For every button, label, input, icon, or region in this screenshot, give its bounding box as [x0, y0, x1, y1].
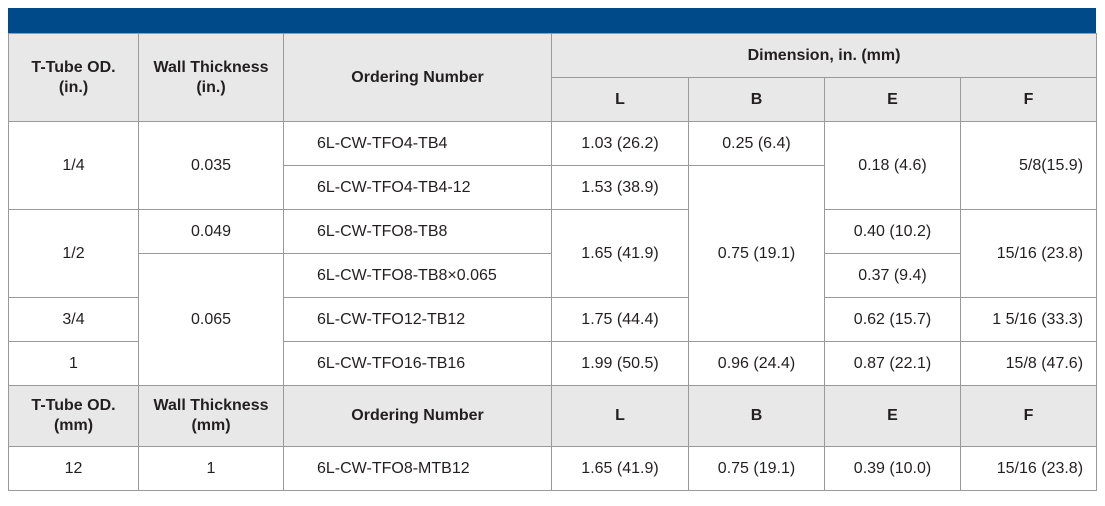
- header-cell: E: [824, 77, 961, 122]
- header-cell: L: [551, 385, 689, 447]
- cell: 0.25 (6.4): [688, 121, 825, 166]
- cell: 0.37 (9.4): [824, 253, 961, 298]
- cell: 1.99 (50.5): [551, 341, 689, 386]
- header-text: Wall Thickness: [153, 397, 269, 414]
- header-cell: Dimension, in. (mm): [550, 33, 1098, 78]
- cell: 15/16 (23.8): [959, 446, 1098, 491]
- cell: 0.75 (19.1): [688, 446, 825, 491]
- cell: 6L-CW-TFO12-TB12: [283, 297, 552, 342]
- cell: 6L-CW-TFO8-TB8: [283, 209, 552, 254]
- header-cell: B: [688, 385, 825, 447]
- header-cell: F: [959, 385, 1098, 447]
- cell: 1.75 (44.4): [551, 297, 689, 342]
- cell: 0.065: [138, 253, 284, 386]
- cell: 6L-CW-TFO4-TB4-12: [283, 165, 552, 210]
- header-cell: F: [959, 77, 1098, 122]
- cell: 0.40 (10.2): [824, 209, 961, 254]
- spec-table: T-Tube OD. (in.) Wall Thickness (in.) Orde…: [8, 33, 1098, 491]
- cell: 1/2: [8, 209, 139, 298]
- cell: 1: [8, 341, 139, 386]
- cell: 6L-CW-TFO16-TB16: [283, 341, 552, 386]
- header-text: (mm): [191, 417, 231, 434]
- header-cell: Ordering Number: [283, 385, 552, 447]
- header-cell: E: [824, 385, 961, 447]
- cell: 15/8 (47.6): [959, 341, 1098, 386]
- header-cell: Wall Thickness (mm): [138, 385, 284, 447]
- header-cell: Wall Thickness (in.): [138, 33, 284, 122]
- cell: 1/4: [8, 121, 139, 210]
- header-text: (in.): [196, 78, 226, 96]
- header-text: Wall Thickness: [153, 58, 269, 76]
- header-cell: Ordering Number: [283, 33, 552, 122]
- header-cell: L: [551, 77, 689, 122]
- cell: 1 5/16 (33.3): [959, 297, 1098, 342]
- cell: 1.03 (26.2): [551, 121, 689, 166]
- cell: 5/8(15.9): [959, 121, 1098, 210]
- cell: 6L-CW-TFO8-TB8×0.065: [283, 253, 552, 298]
- header-text: T-Tube OD.: [31, 397, 116, 414]
- cell: 6L-CW-TFO8-MTB12: [283, 446, 552, 491]
- cell: 0.87 (22.1): [824, 341, 961, 386]
- cell: 3/4: [8, 297, 139, 342]
- cell: 0.75 (19.1): [688, 165, 825, 342]
- cell: 1.53 (38.9): [551, 165, 689, 210]
- cell: 15/16 (23.8): [959, 209, 1098, 298]
- header-text: T-Tube OD.: [31, 58, 116, 76]
- header-text: (in.): [58, 78, 89, 96]
- header-cell: B: [688, 77, 825, 122]
- header-text: (mm): [53, 417, 94, 434]
- header-cell: T-Tube OD. (in.): [8, 33, 139, 122]
- header-bar: [8, 8, 1096, 33]
- cell: 0.049: [138, 209, 284, 254]
- cell: 0.96 (24.4): [688, 341, 825, 386]
- cell: 12: [8, 446, 139, 491]
- cell: 0.035: [138, 121, 284, 210]
- cell: 0.39 (10.0): [824, 446, 961, 491]
- cell: 1.65 (41.9): [551, 209, 689, 298]
- cell: 0.18 (4.6): [824, 121, 961, 210]
- cell: 1.65 (41.9): [551, 446, 689, 491]
- cell: 6L-CW-TFO4-TB4: [283, 121, 552, 166]
- cell: 1: [138, 446, 284, 491]
- header-cell: T-Tube OD. (mm): [8, 385, 139, 447]
- cell: 0.62 (15.7): [824, 297, 961, 342]
